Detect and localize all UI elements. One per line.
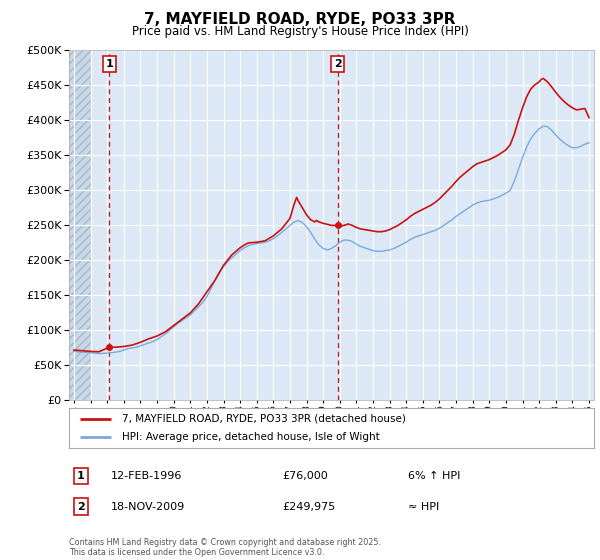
Text: £249,975: £249,975 xyxy=(282,502,335,512)
Text: £76,000: £76,000 xyxy=(282,471,328,481)
Text: Contains HM Land Registry data © Crown copyright and database right 2025.
This d: Contains HM Land Registry data © Crown c… xyxy=(69,538,381,557)
Text: 2: 2 xyxy=(77,502,85,512)
Text: 6% ↑ HPI: 6% ↑ HPI xyxy=(408,471,460,481)
Text: 2: 2 xyxy=(334,59,341,69)
Text: 7, MAYFIELD ROAD, RYDE, PO33 3PR (detached house): 7, MAYFIELD ROAD, RYDE, PO33 3PR (detach… xyxy=(121,414,406,423)
Text: Price paid vs. HM Land Registry's House Price Index (HPI): Price paid vs. HM Land Registry's House … xyxy=(131,25,469,38)
Text: 1: 1 xyxy=(106,59,113,69)
Text: 18-NOV-2009: 18-NOV-2009 xyxy=(111,502,185,512)
Text: 12-FEB-1996: 12-FEB-1996 xyxy=(111,471,182,481)
Text: HPI: Average price, detached house, Isle of Wight: HPI: Average price, detached house, Isle… xyxy=(121,432,379,442)
Text: 7, MAYFIELD ROAD, RYDE, PO33 3PR: 7, MAYFIELD ROAD, RYDE, PO33 3PR xyxy=(144,12,456,27)
Text: ≈ HPI: ≈ HPI xyxy=(408,502,439,512)
Text: 1: 1 xyxy=(77,471,85,481)
Bar xyxy=(69,50,91,400)
